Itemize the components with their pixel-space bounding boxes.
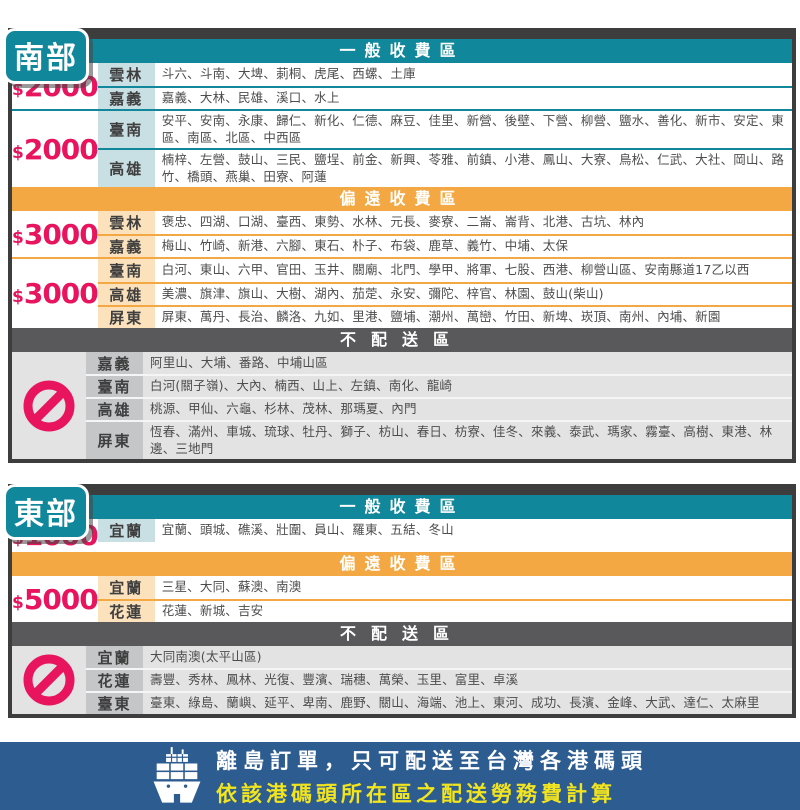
- zone-header-remote: 偏遠收費區: [12, 552, 792, 576]
- districts-cell: 安平、安南、永康、歸仁、新化、仁德、麻豆、佳里、新營、後壁、下營、柳營、鹽水、善…: [161, 113, 785, 145]
- fee-row: 屏東 恆春、滿州、車城、琉球、牡丹、獅子、枋山、春日、枋寮、佳冬、來義、泰武、瑪…: [86, 420, 792, 459]
- fee-row: 嘉義 梅山、竹崎、新港、六腳、東石、朴子、布袋、鹿草、義竹、中埔、太保: [97, 234, 792, 257]
- zone-header-remote: 偏遠收費區: [12, 187, 792, 211]
- county-cell: 嘉義: [97, 88, 155, 109]
- county-cell: 雲林: [97, 63, 155, 86]
- districts-cell: 阿里山、大埔、番路、中埔山區: [150, 354, 328, 370]
- fee-row: 嘉義 阿里山、大埔、番路、中埔山區: [86, 352, 792, 374]
- districts-cell: 斗六、斗南、大埤、莿桐、虎尾、西螺、土庫: [161, 66, 416, 82]
- districts-cell: 花蓮、新城、吉安: [161, 603, 264, 619]
- districts-cell: 宜蘭、頭城、礁溪、壯圍、員山、羅東、五結、冬山: [161, 522, 454, 538]
- county-cell: 臺南: [97, 111, 155, 148]
- banner-text: 離島訂單，只可配送至台灣各港碼頭 依該港碼頭所在區之配送勞務費計算: [216, 745, 648, 808]
- price-symbol: $: [12, 287, 24, 307]
- county-cell: 宜蘭: [97, 576, 155, 599]
- fee-row: 花蓮 壽豐、秀林、鳳林、光復、豐濱、瑞穗、萬榮、玉里、富里、卓溪: [86, 668, 792, 691]
- fee-group: $3000 雲林 褒忠、四湖、口湖、臺西、東勢、水林、元長、麥寮、二崙、崙背、北…: [12, 211, 792, 257]
- region-east-badge: 東部: [3, 484, 89, 540]
- cargo-ship-icon: [153, 747, 201, 803]
- county-cell: 雲林: [97, 211, 155, 234]
- districts-cell: 美濃、旗津、旗山、大樹、湖內、茄萣、永安、彌陀、梓官、林園、鼓山(柴山): [161, 286, 604, 302]
- fee-row: 屏東 屏東、萬丹、長治、麟洛、九如、里港、鹽埔、潮州、萬巒、竹田、新埤、崁頂、南…: [97, 305, 792, 328]
- fee-group: $5000 宜蘭 三星、大同、蘇澳、南澳 花蓮 花蓮、新城、吉安: [12, 576, 792, 622]
- districts-cell: 嘉義、大林、民雄、溪口、水上: [161, 90, 340, 106]
- county-cell: 宜蘭: [86, 646, 143, 668]
- price-symbol: $: [12, 227, 24, 248]
- districts-cell: 白河(關子嶺)、大內、楠西、山上、左鎮、南化、龍崎: [150, 378, 453, 394]
- region-east: 東部 一般收費區 $1000 宜蘭 宜蘭、頭城、礁溪、壯圍、員山、羅東、五結、冬…: [0, 484, 800, 718]
- fee-group: 宜蘭 大同南澳(太平山區) 花蓮 壽豐、秀林、鳳林、光復、豐濱、瑞穗、萬榮、玉里…: [12, 646, 792, 714]
- fee-row: 臺南 白河、東山、六甲、官田、玉井、關廟、北門、學甲、將軍、七股、西港、柳營山區…: [97, 259, 792, 282]
- no-entry-icon: [23, 654, 75, 706]
- fee-row: 花蓮 花蓮、新城、吉安: [97, 599, 792, 622]
- county-cell: 屏東: [86, 422, 143, 459]
- price-cell: $3000: [12, 211, 99, 257]
- price-cell: $5000: [12, 576, 99, 622]
- fee-row: 雲林 褒忠、四湖、口湖、臺西、東勢、水林、元長、麥寮、二崙、崙背、北港、古坑、林…: [97, 211, 792, 234]
- price-cell: $3000: [12, 259, 99, 328]
- districts-cell: 壽豐、秀林、鳳林、光復、豐濱、瑞穗、萬榮、玉里、富里、卓溪: [150, 672, 519, 688]
- fee-group: $2000 臺南 安平、安南、永康、歸仁、新化、仁德、麻豆、佳里、新營、後壁、下…: [12, 109, 792, 187]
- districts-cell: 屏東、萬丹、長治、麟洛、九如、里港、鹽埔、潮州、萬巒、竹田、新埤、崁頂、南州、內…: [161, 309, 721, 325]
- districts-cell: 臺東、綠島、蘭嶼、延平、卑南、鹿野、關山、海端、池上、東河、成功、長濱、金峰、大…: [150, 695, 760, 711]
- no-delivery-cell: [12, 352, 86, 459]
- districts-cell: 楠梓、左營、鼓山、三民、鹽埕、前金、新興、苓雅、前鎮、小港、鳳山、大寮、鳥松、仁…: [161, 152, 785, 184]
- county-cell: 高雄: [86, 399, 143, 420]
- county-cell: 花蓮: [97, 601, 155, 622]
- fee-row: 高雄 美濃、旗津、旗山、大樹、湖內、茄萣、永安、彌陀、梓官、林園、鼓山(柴山): [97, 282, 792, 305]
- districts-cell: 白河、東山、六甲、官田、玉井、關廟、北門、學甲、將軍、七股、西港、柳營山區、安南…: [161, 262, 750, 278]
- price-amount: 3000: [23, 277, 99, 310]
- price-amount: 3000: [23, 217, 99, 251]
- price-symbol: $: [12, 142, 24, 163]
- county-cell: 嘉義: [97, 236, 155, 257]
- districts-cell: 褒忠、四湖、口湖、臺西、東勢、水林、元長、麥寮、二崙、崙背、北港、古坑、林內: [161, 214, 645, 230]
- county-cell: 嘉義: [86, 352, 143, 374]
- county-cell: 臺南: [97, 259, 155, 282]
- region-south-badge: 南部: [3, 28, 89, 84]
- fee-row: 宜蘭 大同南澳(太平山區): [86, 646, 792, 668]
- county-cell: 高雄: [97, 284, 155, 305]
- districts-cell: 大同南澳(太平山區): [150, 648, 262, 664]
- districts-cell: 三星、大同、蘇澳、南澳: [161, 579, 302, 595]
- fee-row: 嘉義 嘉義、大林、民雄、溪口、水上: [97, 86, 792, 109]
- districts-cell: 梅山、竹崎、新港、六腳、東石、朴子、布袋、鹿草、義竹、中埔、太保: [161, 238, 569, 254]
- county-cell: 高雄: [97, 150, 155, 187]
- price-amount: 2000: [23, 132, 99, 166]
- price-cell: $2000: [12, 111, 99, 187]
- fee-row: 高雄 楠梓、左營、鼓山、三民、鹽埕、前金、新興、苓雅、前鎮、小港、鳳山、大寮、鳥…: [97, 148, 792, 187]
- fee-table-south: 一般收費區 $2000 雲林 斗六、斗南、大埤、莿桐、虎尾、西螺、土庫 嘉義 嘉…: [8, 28, 796, 463]
- districts-cell: 恆春、滿州、車城、琉球、牡丹、獅子、枋山、春日、枋寮、佳冬、來義、泰武、瑪家、霧…: [150, 424, 773, 456]
- no-entry-icon: [23, 380, 75, 431]
- banner-line-1: 離島訂單，只可配送至台灣各港碼頭: [216, 748, 648, 773]
- zone-header-no-delivery: 不配送區: [12, 622, 792, 646]
- price-symbol: $: [12, 79, 24, 100]
- fee-row: 宜蘭 三星、大同、蘇澳、南澳: [97, 576, 792, 599]
- fee-row: 宜蘭 宜蘭、頭城、礁溪、壯圍、員山、羅東、五結、冬山: [97, 519, 792, 542]
- fee-row: 雲林 斗六、斗南、大埤、莿桐、虎尾、西螺、土庫: [97, 63, 792, 86]
- no-delivery-cell: [12, 646, 86, 714]
- zone-header-general: 一般收費區: [12, 39, 792, 63]
- districts-cell: 桃源、甲仙、六龜、杉林、茂林、那瑪夏、內門: [150, 401, 417, 417]
- fee-row: 臺東 臺東、綠島、蘭嶼、延平、卑南、鹿野、關山、海端、池上、東河、成功、長濱、金…: [86, 691, 792, 714]
- region-south: 南部 一般收費區 $2000 雲林 斗六、斗南、大埤、莿桐、虎尾、西螺、土庫 嘉…: [0, 28, 800, 463]
- price-amount: 5000: [23, 582, 99, 616]
- banner-line-2: 依該港碼頭所在區之配送勞務費計算: [216, 781, 616, 806]
- county-cell: 屏東: [97, 307, 155, 328]
- fee-group: $3000 臺南 白河、東山、六甲、官田、玉井、關廟、北門、學甲、將軍、七股、西…: [12, 257, 792, 328]
- price-symbol: $: [12, 592, 24, 613]
- county-cell: 臺東: [86, 693, 143, 714]
- fee-group: $1000 宜蘭 宜蘭、頭城、礁溪、壯圍、員山、羅東、五結、冬山: [12, 519, 792, 552]
- fee-row: 高雄 桃源、甲仙、六龜、杉林、茂林、那瑪夏、內門: [86, 397, 792, 420]
- fee-group: 嘉義 阿里山、大埔、番路、中埔山區 臺南 白河(關子嶺)、大內、楠西、山上、左鎮…: [12, 352, 792, 459]
- fee-group: $2000 雲林 斗六、斗南、大埤、莿桐、虎尾、西螺、土庫 嘉義 嘉義、大林、民…: [12, 63, 792, 109]
- zone-header-general: 一般收費區: [12, 495, 792, 519]
- fee-row: 臺南 白河(關子嶺)、大內、楠西、山上、左鎮、南化、龍崎: [86, 374, 792, 397]
- county-cell: 臺南: [86, 376, 143, 397]
- county-cell: 花蓮: [86, 670, 143, 691]
- fee-row: 臺南 安平、安南、永康、歸仁、新化、仁德、麻豆、佳里、新營、後壁、下營、柳營、鹽…: [97, 111, 792, 148]
- county-cell: 宜蘭: [97, 519, 155, 542]
- zone-header-no-delivery: 不配送區: [12, 328, 792, 352]
- fee-table-east: 一般收費區 $1000 宜蘭 宜蘭、頭城、礁溪、壯圍、員山、羅東、五結、冬山 偏…: [8, 484, 796, 718]
